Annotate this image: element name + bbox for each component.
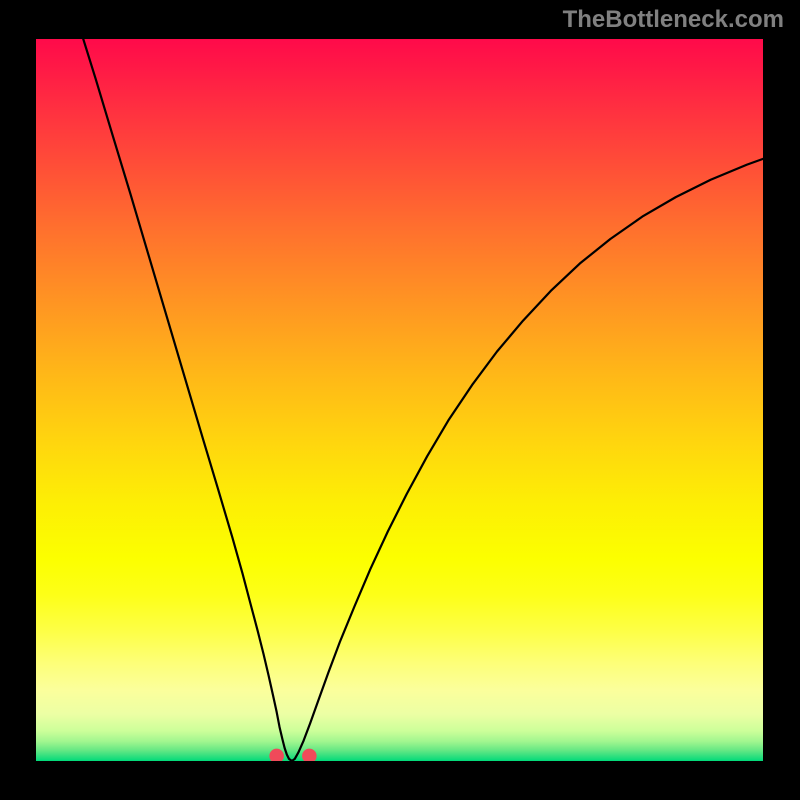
bottleneck-curve [83,39,763,761]
plot-area [36,39,763,761]
curve-overlay [36,39,763,761]
chart-stage: TheBottleneck.com [0,0,800,800]
marker-dot-right [302,749,317,761]
marker-dot-left [269,749,284,761]
watermark-text: TheBottleneck.com [563,6,784,34]
